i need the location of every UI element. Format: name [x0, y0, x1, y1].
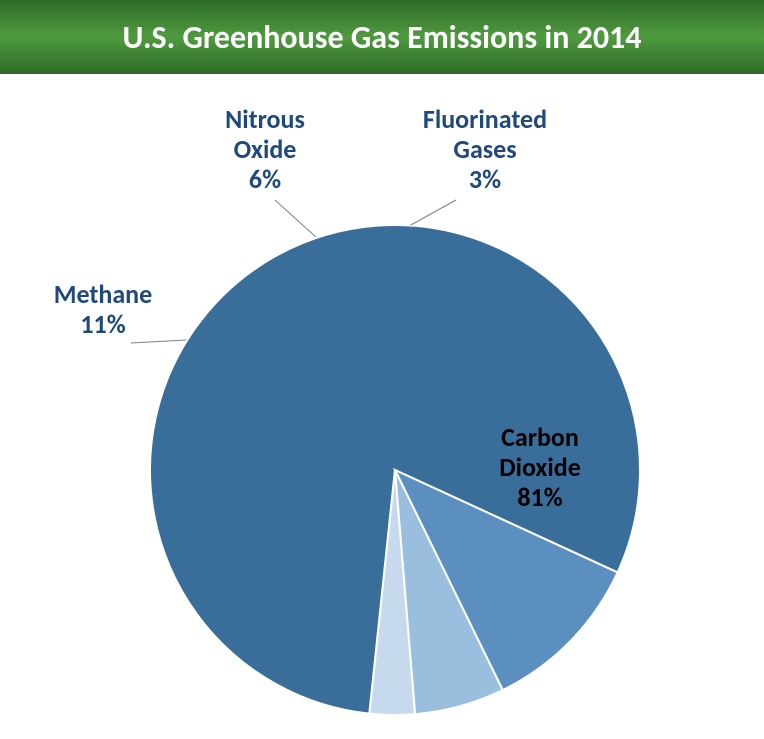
label-percent: 6% [180, 165, 350, 195]
chart-title: U.S. Greenhouse Gas Emissions in 2014 [123, 18, 642, 57]
label-text-line: Nitrous [180, 105, 350, 135]
slice-label-methane: Methane 11% [18, 280, 188, 340]
label-percent: 3% [380, 165, 590, 195]
label-text-line: Carbon [455, 423, 625, 453]
chart-title-bar: U.S. Greenhouse Gas Emissions in 2014 [0, 0, 764, 74]
slice-label-fluorinated-gases: Fluorinated Gases 3% [380, 105, 590, 195]
label-text-line: Gases [380, 135, 590, 165]
label-text-line: Fluorinated [380, 105, 590, 135]
label-percent: 81% [455, 483, 625, 513]
label-text-line: Oxide [180, 135, 350, 165]
slice-label-nitrous-oxide: Nitrous Oxide 6% [180, 105, 350, 195]
leader-line [409, 200, 456, 226]
label-text-line: Methane [18, 280, 188, 310]
label-text-line: Dioxide [455, 453, 625, 483]
label-percent: 11% [18, 310, 188, 340]
chart-canvas: U.S. Greenhouse Gas Emissions in 2014 Ca… [0, 0, 764, 739]
slice-label-carbon-dioxide: Carbon Dioxide 81% [455, 423, 625, 513]
